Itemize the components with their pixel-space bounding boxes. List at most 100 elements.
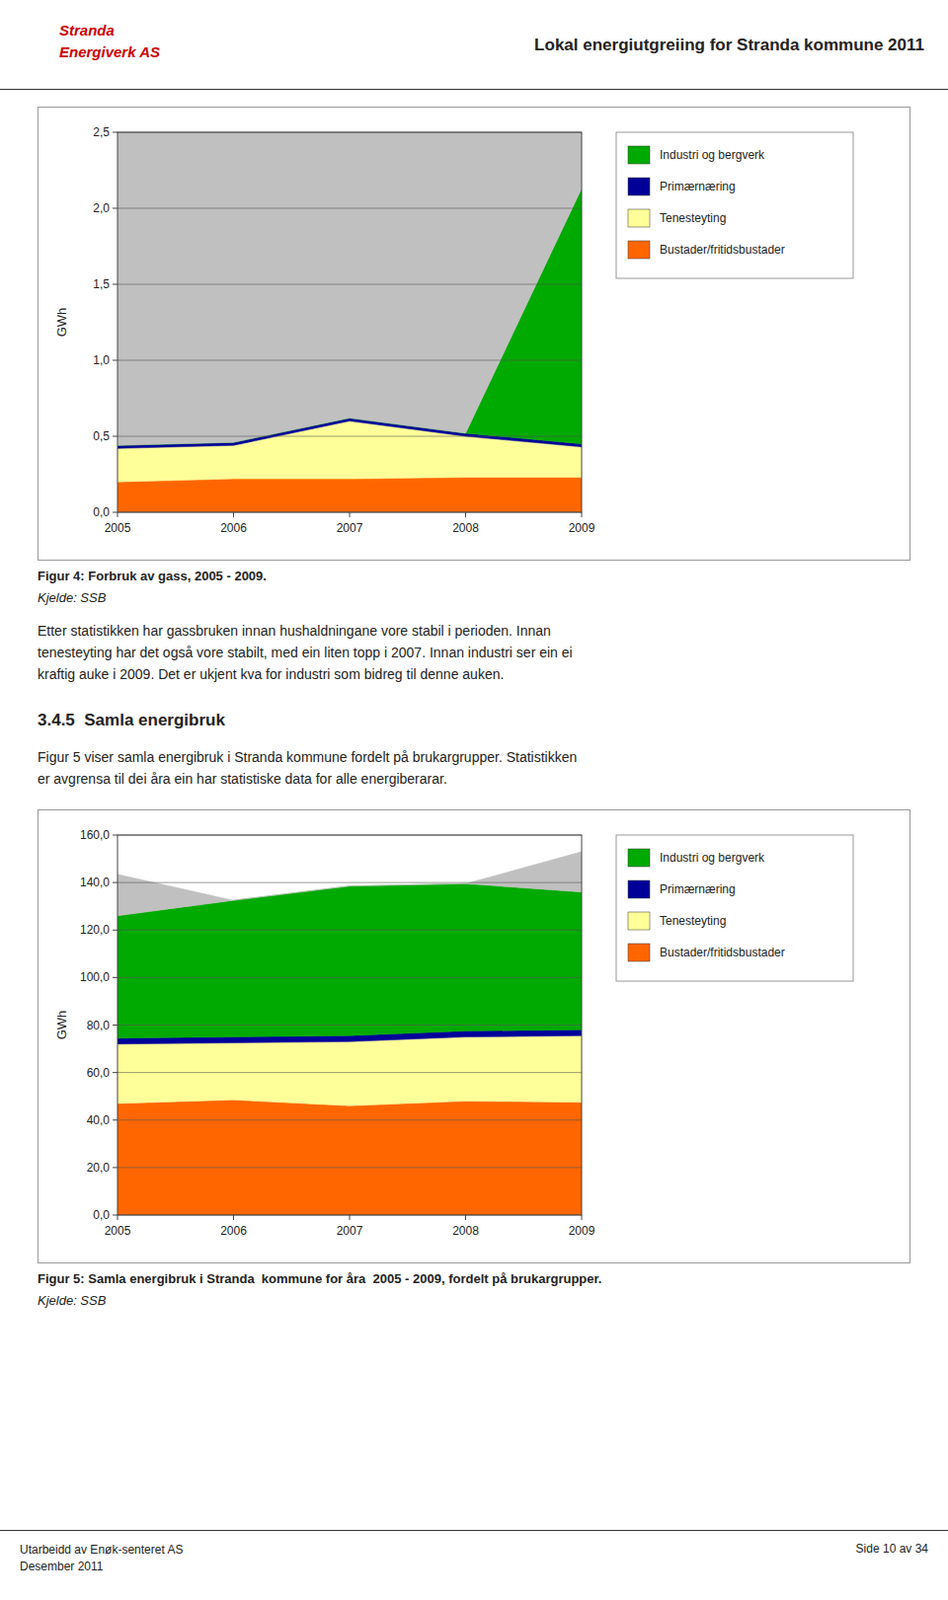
legend: Industri og bergverk Primærnæring Tenestey… bbox=[616, 835, 854, 982]
text-block: Etter statistikken har gassbruken innan … bbox=[37, 620, 911, 686]
y-tick bbox=[112, 1167, 118, 1169]
legend-swatch bbox=[628, 880, 650, 899]
y-tick bbox=[112, 930, 118, 932]
legend-swatch bbox=[628, 849, 650, 868]
header-title: Lokal energiutgreiing for Stranda kommun… bbox=[534, 35, 925, 56]
legend-label: Primærnæring bbox=[659, 882, 736, 897]
chart-box: 0,020,040,060,080,0100,0120,0140,0160,02… bbox=[37, 809, 911, 1264]
grid-line bbox=[117, 930, 582, 932]
x-tick bbox=[581, 1215, 583, 1221]
x-tick bbox=[349, 1215, 351, 1221]
area bbox=[117, 1100, 582, 1216]
x-tick bbox=[349, 512, 351, 518]
x-tick-label: 2006 bbox=[220, 521, 247, 536]
y-tick-label: 140,0 bbox=[79, 875, 110, 890]
x-tick bbox=[465, 1215, 467, 1221]
area bbox=[117, 883, 582, 1038]
legend-label: Primærnæring bbox=[659, 179, 736, 194]
legend-label: Tenesteyting bbox=[659, 914, 726, 929]
legend-label: Industri og bergverk bbox=[659, 851, 766, 866]
chart: 0,020,040,060,080,0100,0120,0140,0160,02… bbox=[38, 810, 910, 1264]
legend: Industri og bergverk Primærnæring Tenestey… bbox=[616, 132, 854, 279]
header-rule bbox=[0, 88, 948, 90]
y-axis-label: GWh bbox=[54, 1011, 70, 1041]
figure-caption: Figur 5: Samla energibruk i Stranda komm… bbox=[37, 1271, 602, 1287]
section-text: Figur 5 viser samla energibruk i Stranda… bbox=[37, 746, 911, 790]
y-tick bbox=[112, 882, 118, 884]
x-tick-label: 2009 bbox=[568, 1224, 596, 1239]
legend-frame bbox=[616, 132, 854, 279]
legend-label: Industri og bergverk bbox=[659, 148, 766, 162]
figure-caption: Figur 4: Forbruk av gass, 2005 - 2009. bbox=[37, 568, 267, 584]
figure-source: Kjelde: SSB bbox=[37, 590, 106, 606]
grid-line bbox=[117, 1167, 582, 1169]
area bbox=[117, 1035, 582, 1106]
plot-frame bbox=[117, 132, 582, 513]
footer-right: Side 10 av 34 bbox=[856, 1542, 929, 1557]
footer-rule bbox=[0, 1530, 948, 1532]
legend-label: Tenesteyting bbox=[659, 211, 726, 226]
y-tick-label: 1,0 bbox=[92, 353, 110, 368]
y-tick-label: 160,0 bbox=[79, 828, 110, 843]
x-tick-label: 2009 bbox=[568, 521, 596, 536]
y-tick bbox=[112, 132, 118, 134]
plot-area bbox=[117, 852, 582, 1216]
x-tick-label: 2005 bbox=[104, 521, 132, 536]
y-tick bbox=[112, 512, 118, 514]
x-tick bbox=[233, 1215, 235, 1221]
y-tick bbox=[112, 1215, 118, 1217]
y-tick bbox=[112, 1119, 118, 1121]
y-tick-label: 2,0 bbox=[92, 201, 110, 216]
grid-line bbox=[117, 436, 582, 438]
legend-swatch bbox=[628, 209, 650, 228]
x-tick bbox=[117, 512, 119, 518]
legend-swatch bbox=[628, 912, 650, 931]
y-tick bbox=[112, 1072, 118, 1074]
grid-line bbox=[117, 977, 582, 979]
y-tick-label: 60,0 bbox=[86, 1066, 111, 1081]
y-tick bbox=[112, 436, 118, 438]
grid-line bbox=[117, 208, 582, 210]
legend-swatch bbox=[628, 240, 650, 259]
x-tick-label: 2008 bbox=[452, 521, 479, 536]
y-tick-label: 2,5 bbox=[92, 125, 110, 140]
area bbox=[117, 132, 582, 446]
footer-left: Utarbeidd av Enøk-senteret AS Desember 2… bbox=[19, 1542, 183, 1577]
logo-line: Energiverk AS bbox=[59, 43, 160, 61]
legend-swatch bbox=[628, 944, 650, 962]
figure-source: Kjelde: SSB bbox=[37, 1293, 106, 1309]
plot-area bbox=[117, 132, 582, 513]
y-tick-label: 100,0 bbox=[79, 970, 110, 985]
legend-label: Bustader/fritidsbustader bbox=[659, 242, 786, 257]
grid-line bbox=[117, 882, 582, 884]
grid-line bbox=[117, 360, 582, 362]
grid-line bbox=[117, 1119, 582, 1121]
x-tick-label: 2007 bbox=[336, 521, 364, 536]
x-tick-label: 2005 bbox=[104, 1224, 132, 1239]
y-axis-label: GWh bbox=[54, 308, 70, 338]
plot-frame bbox=[117, 835, 582, 1216]
area bbox=[117, 852, 582, 917]
legend-frame bbox=[616, 835, 854, 982]
y-tick-label: 0,0 bbox=[92, 505, 110, 520]
y-tick bbox=[112, 284, 118, 286]
y-tick-label: 120,0 bbox=[79, 923, 110, 938]
y-tick bbox=[112, 1025, 118, 1027]
y-tick-label: 40,0 bbox=[86, 1113, 111, 1128]
x-tick bbox=[465, 512, 467, 518]
x-tick-label: 2008 bbox=[452, 1224, 479, 1239]
x-tick bbox=[581, 512, 583, 518]
grid-line bbox=[117, 1072, 582, 1074]
legend-swatch bbox=[628, 177, 650, 196]
y-tick-label: 0,0 bbox=[92, 1208, 110, 1223]
y-tick-label: 20,0 bbox=[86, 1161, 111, 1176]
x-tick-label: 2006 bbox=[220, 1224, 247, 1239]
area bbox=[117, 477, 582, 513]
logo-line: Stranda bbox=[59, 21, 115, 39]
legend-label: Bustader/fritidsbustader bbox=[659, 946, 786, 960]
section-title: 3.4.5 Samla energibruk bbox=[37, 711, 226, 731]
grid-line bbox=[117, 1025, 582, 1027]
x-tick-label: 2007 bbox=[336, 1224, 364, 1239]
y-tick bbox=[112, 977, 118, 979]
y-tick-label: 0,5 bbox=[92, 429, 110, 444]
